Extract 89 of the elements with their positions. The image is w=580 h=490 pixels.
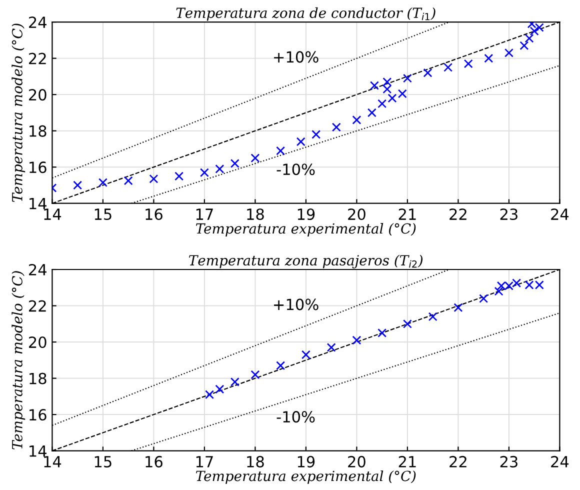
- x-tick-label: 14: [44, 208, 62, 220]
- point: [520, 41, 529, 50]
- y-tick-label: 22: [29, 52, 46, 64]
- point: [378, 328, 387, 338]
- x-tick-label: 17: [196, 456, 213, 468]
- point: [230, 158, 240, 168]
- x-tick-label: 22: [450, 208, 466, 220]
- point: [174, 172, 184, 181]
- x-tick-label: 19: [298, 456, 315, 468]
- x-tick-label: 19: [298, 208, 315, 220]
- point: [296, 137, 306, 146]
- point: [479, 294, 488, 304]
- x-axis-title: Temperatura experimental (°C): [196, 470, 416, 484]
- point: [423, 68, 432, 78]
- x-tick-label: 23: [500, 456, 518, 468]
- y-tick-label: 16: [30, 409, 46, 421]
- point: [402, 319, 412, 328]
- point: [402, 74, 412, 83]
- point: [149, 174, 158, 184]
- annotation: +10%: [274, 298, 318, 310]
- y-tick-label: 14: [30, 198, 46, 210]
- point: [276, 361, 286, 370]
- point: [378, 99, 387, 108]
- point: [200, 168, 209, 178]
- point: [98, 178, 108, 187]
- point: [332, 122, 341, 132]
- point: [352, 336, 362, 345]
- point: [444, 62, 453, 72]
- point: [382, 77, 392, 86]
- annotation: -10%: [276, 411, 315, 423]
- y-tick-label: 18: [30, 372, 46, 384]
- x-tick-label: 24: [551, 208, 569, 220]
- point: [504, 48, 514, 58]
- y-tick-label: 20: [29, 89, 46, 101]
- point: [250, 370, 260, 380]
- x-tick-label: 18: [247, 456, 264, 468]
- x-axis-title: Temperatura experimental (°C): [196, 222, 416, 236]
- point: [370, 81, 379, 90]
- x-tick-label: 15: [94, 208, 112, 220]
- annotation: -10%: [276, 164, 315, 176]
- y-tick-label: 22: [29, 300, 46, 312]
- x-tick-label: 16: [146, 456, 162, 468]
- y-axis-title: Temperatura modelo (°C): [12, 271, 26, 450]
- point: [73, 180, 82, 190]
- point: [312, 130, 321, 139]
- point: [524, 34, 534, 43]
- point: [454, 303, 463, 312]
- point: [367, 108, 376, 118]
- point: [398, 89, 407, 98]
- y-axis-title: Temperatura modelo (°C): [12, 24, 26, 202]
- x-tick-label: 16: [146, 208, 162, 220]
- x-tick-label: 24: [551, 456, 569, 468]
- point: [464, 59, 473, 68]
- point: [534, 22, 544, 32]
- point: [382, 84, 392, 94]
- point: [428, 312, 438, 322]
- chart-title: Temperatura zona pasajeros (T$_{i2}$): [189, 254, 423, 268]
- x-tick-label: 22: [450, 456, 466, 468]
- y-tick-label: 16: [30, 162, 46, 174]
- point: [215, 164, 224, 174]
- point: [205, 390, 214, 400]
- point: [484, 54, 494, 63]
- x-tick-label: 15: [94, 456, 112, 468]
- annotation: +10%: [274, 51, 318, 63]
- y-tick-label: 20: [29, 336, 46, 348]
- x-tick-label: 20: [348, 208, 366, 220]
- point: [301, 350, 310, 360]
- point: [276, 146, 286, 156]
- y-tick-label: 24: [29, 264, 46, 276]
- point: [215, 384, 224, 394]
- point: [230, 377, 240, 386]
- x-tick-label: 21: [398, 456, 416, 468]
- point: [530, 26, 539, 36]
- y-tick-label: 14: [30, 445, 46, 457]
- point: [250, 154, 260, 163]
- point: [326, 342, 336, 352]
- point: [388, 94, 397, 103]
- x-tick-label: 23: [500, 208, 518, 220]
- x-tick-label: 14: [44, 456, 62, 468]
- x-tick-label: 17: [196, 208, 213, 220]
- point: [494, 286, 504, 296]
- point: [352, 115, 362, 124]
- point: [124, 176, 133, 186]
- x-tick-label: 20: [348, 456, 366, 468]
- chart-title: Temperatura zona de conductor (T$_{i1}$): [176, 7, 436, 21]
- y-tick-label: 24: [29, 16, 46, 28]
- y-tick-label: 18: [30, 125, 46, 137]
- x-tick-label: 21: [398, 208, 416, 220]
- x-tick-label: 18: [247, 208, 264, 220]
